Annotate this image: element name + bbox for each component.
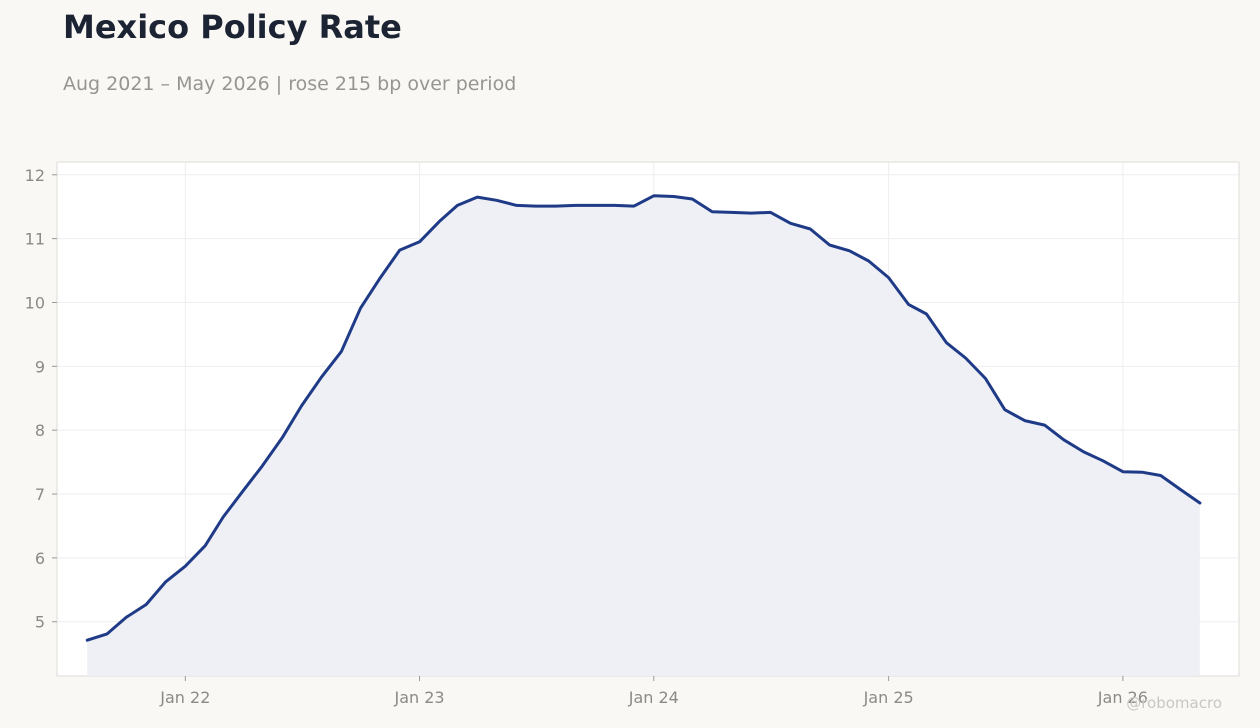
area-fill (87, 195, 1200, 677)
chart-title: Mexico Policy Rate (63, 8, 402, 46)
x-tick-label: Jan 26 (1097, 688, 1148, 707)
x-tick-label: Jan 25 (863, 688, 914, 707)
y-tick-label: 5 (35, 613, 45, 632)
series-line (85, 194, 1202, 642)
watermark: @robomacro (1126, 694, 1222, 712)
x-tick-label: Jan 22 (159, 688, 210, 707)
chart-subtitle: Aug 2021 – May 2026 | rose 215 bp over p… (63, 73, 517, 95)
y-axis: 5 6 7 8 9 10 11 12 (25, 166, 57, 632)
y-tick-label: 12 (25, 166, 45, 185)
x-axis: Jan 22 Jan 23 Jan 24 Jan 25 Jan 26 (159, 676, 1148, 707)
y-tick-label: 7 (35, 485, 45, 504)
y-tick-label: 8 (35, 421, 45, 440)
y-tick-label: 9 (35, 357, 45, 376)
y-tick-label: 6 (35, 549, 45, 568)
y-tick-label: 10 (25, 293, 45, 312)
x-tick-label: Jan 23 (394, 688, 445, 707)
y-tick-label: 11 (25, 230, 45, 249)
x-tick-label: Jan 24 (628, 688, 679, 707)
